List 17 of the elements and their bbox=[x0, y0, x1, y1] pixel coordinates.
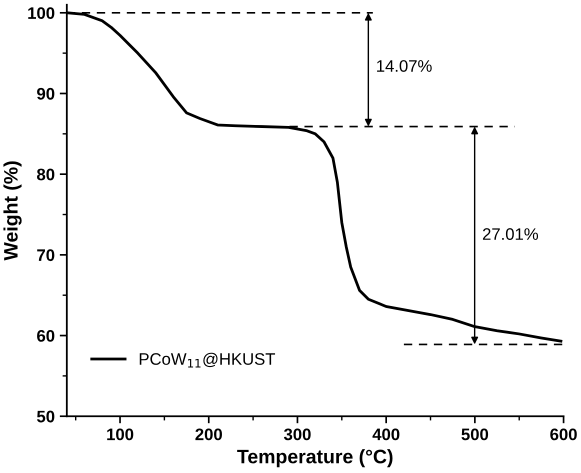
x-tick-label: 600 bbox=[550, 428, 577, 440]
x-tick-label: 100 bbox=[107, 428, 134, 440]
x-tick-label: 300 bbox=[284, 428, 311, 440]
y-tick-label: 70 bbox=[37, 249, 54, 262]
x-tick-label: 200 bbox=[195, 428, 222, 440]
legend-label: PCoW$_{11}$@HKUST bbox=[140, 352, 276, 368]
annotation: 14.07% bbox=[377, 60, 432, 72]
x-tick-label: 400 bbox=[372, 428, 400, 440]
y-tick-label: 80 bbox=[37, 168, 54, 180]
y-tick-label: 100 bbox=[28, 7, 54, 19]
y-tick-label: 50 bbox=[36, 410, 54, 422]
x-tick-label: 500 bbox=[461, 428, 488, 440]
y-axis-title: Weight (%) bbox=[3, 161, 22, 261]
y-tick-label: 90 bbox=[37, 88, 54, 100]
x-axis-title: Temperature (°C) bbox=[237, 449, 392, 468]
annotation: 27.01% bbox=[482, 228, 538, 240]
y-tick-label: 60 bbox=[37, 330, 54, 342]
